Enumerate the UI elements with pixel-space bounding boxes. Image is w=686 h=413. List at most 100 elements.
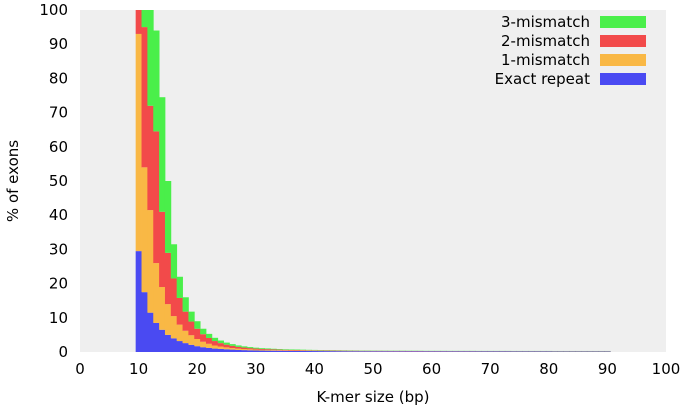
bar-2-mismatch-18 <box>183 312 189 331</box>
legend-label: 1-mismatch <box>501 51 590 69</box>
bar-exact-repeat-24 <box>218 349 224 352</box>
bar-exact-repeat-46 <box>347 351 353 352</box>
bar-3-mismatch-17 <box>177 277 183 298</box>
y-tick-label: 60 <box>49 138 68 156</box>
bar-2-mismatch-35 <box>282 350 288 351</box>
x-tick-label: 70 <box>481 360 500 378</box>
bar-2-mismatch-14 <box>159 212 165 287</box>
bar-exact-repeat-18 <box>183 343 189 352</box>
bar-3-mismatch-28 <box>241 346 247 347</box>
legend-swatch <box>600 35 646 47</box>
bar-exact-repeat-64 <box>452 351 458 352</box>
bar-exact-repeat-67 <box>470 351 476 352</box>
y-tick-label: 20 <box>49 275 68 293</box>
bar-3-mismatch-27 <box>235 345 241 346</box>
y-tick-label: 70 <box>49 104 68 122</box>
bar-2-mismatch-36 <box>288 350 294 351</box>
bar-3-mismatch-30 <box>253 348 259 349</box>
y-tick-label: 100 <box>39 1 68 19</box>
y-tick-label: 80 <box>49 69 68 87</box>
bar-2-mismatch-16 <box>171 278 177 316</box>
bar-2-mismatch-31 <box>259 349 265 350</box>
bar-2-mismatch-10 <box>136 10 142 34</box>
bar-2-mismatch-21 <box>200 334 206 342</box>
bar-exact-repeat-51 <box>376 351 382 352</box>
bar-2-mismatch-12 <box>147 106 153 210</box>
bar-1-mismatch-18 <box>183 331 189 343</box>
bar-3-mismatch-33 <box>270 349 276 350</box>
bar-exact-repeat-55 <box>399 351 405 352</box>
bar-2-mismatch-32 <box>265 349 271 350</box>
bar-2-mismatch-25 <box>224 345 230 348</box>
bar-3-mismatch-23 <box>212 338 218 341</box>
bar-2-mismatch-29 <box>247 348 253 349</box>
x-tick-label: 20 <box>188 360 207 378</box>
bar-2-mismatch-19 <box>188 322 194 336</box>
bar-exact-repeat-69 <box>481 351 487 352</box>
bar-3-mismatch-31 <box>259 348 265 349</box>
bar-2-mismatch-27 <box>235 347 241 349</box>
bar-1-mismatch-28 <box>241 349 247 350</box>
bar-exact-repeat-54 <box>394 351 400 352</box>
bar-1-mismatch-25 <box>224 347 230 349</box>
bar-1-mismatch-22 <box>206 344 212 348</box>
bar-exact-repeat-11 <box>142 292 148 352</box>
bar-exact-repeat-35 <box>282 351 288 352</box>
bar-2-mismatch-28 <box>241 348 247 349</box>
bar-exact-repeat-61 <box>435 351 441 352</box>
bar-2-mismatch-23 <box>212 341 218 345</box>
bar-1-mismatch-23 <box>212 346 218 349</box>
legend-swatch <box>600 16 646 28</box>
bar-1-mismatch-21 <box>200 342 206 347</box>
bar-exact-repeat-17 <box>177 341 183 352</box>
bar-exact-repeat-39 <box>306 351 312 352</box>
bar-2-mismatch-30 <box>253 349 259 350</box>
bar-exact-repeat-40 <box>311 351 317 352</box>
bar-1-mismatch-31 <box>259 350 265 351</box>
bar-exact-repeat-20 <box>194 346 200 352</box>
bar-1-mismatch-34 <box>276 350 282 351</box>
bar-exact-repeat-70 <box>487 351 493 352</box>
bar-exact-repeat-37 <box>294 351 300 352</box>
bar-exact-repeat-16 <box>171 338 177 352</box>
x-tick-label: 30 <box>246 360 265 378</box>
bar-exact-repeat-68 <box>476 351 482 352</box>
bar-exact-repeat-44 <box>335 351 341 352</box>
bar-1-mismatch-30 <box>253 350 259 351</box>
y-tick-label: 40 <box>49 206 68 224</box>
bar-exact-repeat-33 <box>270 351 276 352</box>
bar-exact-repeat-52 <box>382 351 388 352</box>
bar-exact-repeat-43 <box>329 351 335 352</box>
bar-2-mismatch-11 <box>142 27 148 167</box>
bar-1-mismatch-15 <box>165 304 171 335</box>
bar-exact-repeat-27 <box>235 350 241 352</box>
bar-3-mismatch-26 <box>229 344 235 346</box>
bar-exact-repeat-71 <box>493 351 499 352</box>
bar-exact-repeat-13 <box>153 323 159 352</box>
bar-exact-repeat-14 <box>159 330 165 352</box>
bar-exact-repeat-31 <box>259 351 265 352</box>
bar-exact-repeat-56 <box>405 351 411 352</box>
x-tick-label: 50 <box>363 360 382 378</box>
bar-2-mismatch-24 <box>218 343 224 346</box>
x-tick-label: 0 <box>75 360 85 378</box>
bar-exact-repeat-57 <box>411 351 417 352</box>
bar-1-mismatch-33 <box>270 350 276 351</box>
bar-exact-repeat-49 <box>364 351 370 352</box>
y-tick-label: 90 <box>49 35 68 53</box>
bar-1-mismatch-20 <box>194 339 200 346</box>
bar-exact-repeat-19 <box>188 345 194 352</box>
y-axis-title: % of exons <box>4 140 22 222</box>
bar-3-mismatch-24 <box>218 341 224 344</box>
bar-exact-repeat-30 <box>253 350 259 352</box>
bar-2-mismatch-37 <box>294 350 300 351</box>
bar-exact-repeat-58 <box>417 351 423 352</box>
bar-3-mismatch-13 <box>153 31 159 132</box>
bar-exact-repeat-12 <box>147 313 153 352</box>
legend-label: 3-mismatch <box>501 13 590 31</box>
bar-exact-repeat-63 <box>446 351 452 352</box>
bar-3-mismatch-20 <box>194 321 200 329</box>
bar-3-mismatch-12 <box>147 10 153 106</box>
bar-3-mismatch-11 <box>142 10 148 27</box>
